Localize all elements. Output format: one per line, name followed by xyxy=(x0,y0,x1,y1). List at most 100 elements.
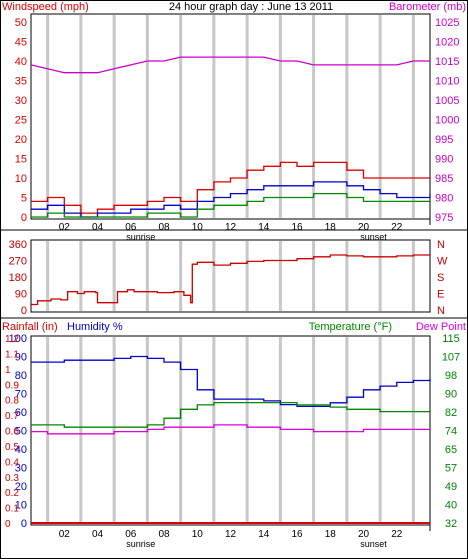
direction-degree-label: 180 xyxy=(9,272,27,284)
wind-tick-label: 0 xyxy=(21,212,27,224)
humidity-line xyxy=(31,355,431,408)
humidity-tick-label: 50 xyxy=(15,426,27,438)
wind-tick-label: 10 xyxy=(15,173,27,185)
sunrise-label: sunrise xyxy=(126,232,155,242)
direction-compass-label: N xyxy=(437,239,445,251)
rainfall-tick-label: 0.4 xyxy=(5,457,19,468)
sunset-label-bottom: sunset xyxy=(360,539,387,549)
barometer-line xyxy=(30,56,430,74)
temperature-tick-label: 32 xyxy=(445,518,457,530)
humidity-tick-label: 70 xyxy=(15,389,27,401)
humidity-tick-label: 90 xyxy=(15,352,27,364)
wind-direction-line xyxy=(31,254,430,306)
wind-direction-panel xyxy=(30,239,431,313)
barometer-tick-label: 975 xyxy=(435,212,453,224)
humidity-temperature-panel xyxy=(30,335,431,526)
direction-degree-label: 360 xyxy=(9,239,27,251)
barometer-axis-title: Barometer (mb) xyxy=(389,1,466,13)
barometer-tick-label: 1025 xyxy=(435,17,459,29)
rainfall-tick-label: 1.1 xyxy=(5,349,19,360)
wind-x-tick-label: 22 xyxy=(391,222,403,233)
rainfall-tick-label: 0.9 xyxy=(5,380,19,391)
direction-compass-label: N xyxy=(437,305,445,317)
direction-degree-label: 270 xyxy=(9,256,27,268)
temperature-line xyxy=(31,401,430,428)
wind-x-tick-label: 20 xyxy=(358,222,370,233)
wind-x-tick-label: 02 xyxy=(59,222,71,233)
windspeed-minimum-line xyxy=(31,192,430,218)
temperature-tick-label: 40 xyxy=(445,500,457,512)
humidity-tick-label: 60 xyxy=(15,407,27,419)
wind-tick-label: 40 xyxy=(15,56,27,68)
rainfall-tick-label: 1.2 xyxy=(5,334,19,345)
dew-point-axis-title: Dew Point xyxy=(416,321,466,333)
rainfall-tick-label: 0.2 xyxy=(5,488,19,499)
barometer-tick-label: 985 xyxy=(435,173,453,185)
humidity-x-tick-label: 14 xyxy=(258,529,270,540)
sunset-label: sunset xyxy=(360,232,387,242)
rainfall-axis-title: Rainfall (in) xyxy=(2,321,58,333)
barometer-tick-label: 1010 xyxy=(435,76,459,88)
humidity-tick-label: 100 xyxy=(9,333,27,345)
humidity-x-tick-label: 18 xyxy=(325,529,337,540)
humidity-x-tick-label: 16 xyxy=(291,529,303,540)
temperature-tick-label: 115 xyxy=(442,333,460,345)
wind-axis-title: Windspeed (mph) xyxy=(2,1,89,13)
wind-tick-label: 50 xyxy=(15,17,27,29)
rainfall-tick-label: 1 xyxy=(5,365,11,376)
humidity-x-tick-label: 04 xyxy=(92,529,104,540)
wind-tick-label: 35 xyxy=(15,76,27,88)
temperature-tick-label: 57 xyxy=(445,463,457,475)
humidity-x-tick-label: 06 xyxy=(125,529,137,540)
wind-x-tick-label: 04 xyxy=(92,222,104,233)
rainfall-tick-label: 0.3 xyxy=(5,473,19,484)
humidity-tick-label: 0 xyxy=(21,518,27,530)
wind-x-tick-label: 12 xyxy=(225,222,237,233)
temperature-tick-label: 65 xyxy=(445,444,457,456)
temperature-tick-label: 98 xyxy=(445,370,457,382)
temperature-tick-label: 74 xyxy=(445,426,457,438)
humidity-x-tick-label: 12 xyxy=(225,529,237,540)
humidity-x-tick-label: 20 xyxy=(358,529,370,540)
barometer-tick-label: 1020 xyxy=(435,37,459,49)
temperature-tick-label: 49 xyxy=(445,481,457,493)
chart-title: 24 hour graph day : June 13 2011 xyxy=(169,1,333,13)
temperature-axis-title: Temperature (°F) xyxy=(309,321,392,333)
humidity-tick-label: 20 xyxy=(15,481,27,493)
rainfall-tick-label: 0.5 xyxy=(5,442,19,453)
wind-tick-label: 25 xyxy=(15,115,27,127)
temperature-tick-label: 90 xyxy=(445,389,457,401)
barometer-tick-label: 1005 xyxy=(435,95,459,107)
direction-degree-label: 0 xyxy=(21,305,27,317)
rainfall-tick-label: 0.7 xyxy=(5,411,19,422)
temperature-tick-label: 82 xyxy=(445,407,457,419)
rainfall-tick-label: 0.8 xyxy=(5,396,19,407)
wind-x-tick-label: 18 xyxy=(325,222,337,233)
humidity-tick-label: 80 xyxy=(15,370,27,382)
barometer-tick-label: 995 xyxy=(435,134,453,146)
barometer-tick-label: 1015 xyxy=(435,56,459,68)
wind-tick-label: 15 xyxy=(15,154,27,166)
humidity-x-tick-label: 02 xyxy=(59,529,71,540)
sunrise-label-bottom: sunrise xyxy=(126,539,155,549)
wind-x-tick-label: 10 xyxy=(192,222,204,233)
wind-panel xyxy=(30,13,431,220)
direction-degree-label: 90 xyxy=(15,289,27,301)
direction-compass-label: E xyxy=(437,289,444,301)
wind-x-tick-label: 06 xyxy=(125,222,137,233)
direction-compass-label: S xyxy=(437,272,444,284)
dew-point-line xyxy=(31,424,430,435)
temperature-tick-label: 107 xyxy=(442,352,460,364)
wind-tick-label: 45 xyxy=(15,37,27,49)
humidity-x-tick-label: 08 xyxy=(158,529,170,540)
barometer-tick-label: 990 xyxy=(435,154,453,166)
barometer-tick-label: 1000 xyxy=(435,115,459,127)
wind-x-tick-label: 14 xyxy=(258,222,270,233)
humidity-tick-label: 40 xyxy=(15,444,27,456)
humidity-x-tick-label: 10 xyxy=(192,529,204,540)
rainfall-tick-label: 0.1 xyxy=(5,504,19,515)
humidity-x-tick-label: 22 xyxy=(391,529,403,540)
humidity-tick-label: 30 xyxy=(15,463,27,475)
humidity-tick-label: 10 xyxy=(15,500,27,512)
